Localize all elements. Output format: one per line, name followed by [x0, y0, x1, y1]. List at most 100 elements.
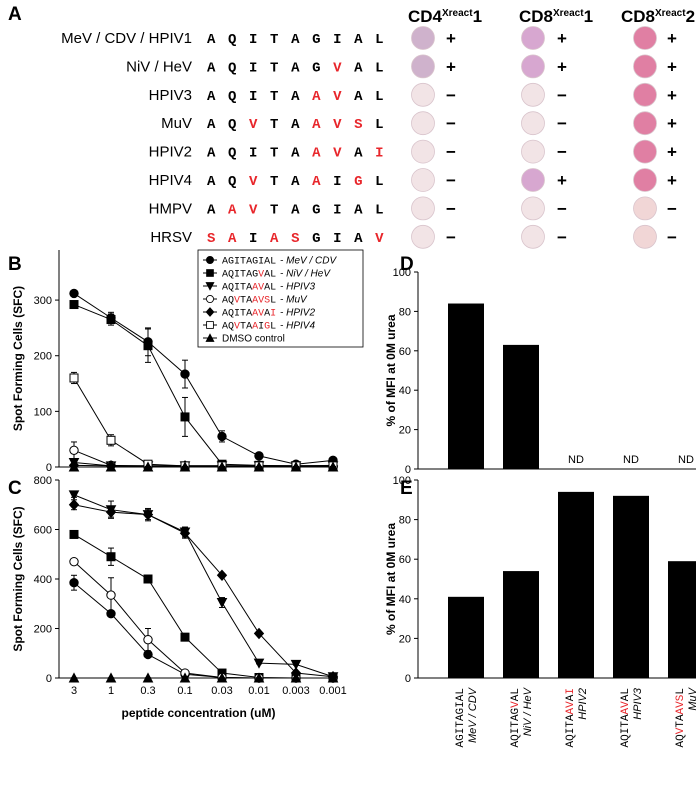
elispot-well — [412, 169, 435, 192]
virus-name: MeV / CDV / HPIV1 — [61, 30, 192, 47]
marker — [144, 650, 152, 658]
elispot-well — [522, 169, 545, 192]
x-tick-label: 0.03 — [211, 685, 232, 697]
result: − — [446, 171, 456, 190]
y-tick-label: 100 — [393, 475, 411, 487]
y-tick-label: 100 — [34, 406, 52, 418]
marker — [181, 413, 189, 421]
sequence: AQITAAVAI — [222, 309, 276, 320]
sequence: AQITAAVAI — [207, 146, 396, 162]
sequence: AQITAAVAL — [222, 283, 276, 294]
marker — [255, 452, 263, 460]
series-line — [74, 505, 333, 677]
y-tick-label: 20 — [399, 633, 411, 645]
sequence: AQITAAVAL — [620, 688, 632, 747]
y-tick-label: 60 — [399, 346, 411, 358]
x-tick-label: 0.001 — [319, 685, 347, 697]
y-tick-label: 300 — [34, 295, 52, 307]
marker — [70, 500, 79, 510]
sequence: AQITAGIAL — [207, 32, 396, 48]
sequence: AQVTAAIGL — [222, 322, 276, 333]
y-tick-label: 400 — [34, 574, 52, 586]
elispot-well — [634, 83, 657, 106]
marker — [207, 322, 214, 329]
result: − — [446, 228, 456, 247]
column-header: CD8Xreact2 — [621, 7, 695, 26]
marker — [218, 432, 226, 440]
result: − — [446, 143, 456, 162]
elispot-well — [412, 112, 435, 135]
elispot-well — [634, 169, 657, 192]
elispot-well — [634, 55, 657, 78]
virus-name: HPIV3 — [149, 87, 192, 104]
marker — [144, 575, 152, 583]
y-tick-label: 80 — [399, 515, 411, 527]
bar — [448, 304, 484, 469]
value-label: ND — [623, 454, 639, 466]
result: − — [446, 114, 456, 133]
column-num: 1 — [584, 7, 593, 26]
elispot-well — [522, 112, 545, 135]
elispot-well — [522, 55, 545, 78]
sequence: AQITAAVAL — [207, 89, 396, 105]
virus-name: HRSV — [150, 229, 192, 246]
result: − — [446, 199, 456, 218]
legend-virus: - HPIV4 — [280, 321, 315, 332]
marker — [70, 289, 78, 297]
bar — [613, 496, 649, 678]
panel-label: B — [8, 254, 22, 275]
category-virus: HPIV3 — [632, 687, 644, 720]
y-tick-label: 0 — [46, 673, 52, 685]
marker — [70, 446, 78, 454]
sequence: AQVTAAVSL — [675, 688, 687, 747]
sequence: AQVTAAVSL — [222, 296, 276, 307]
marker — [181, 633, 189, 641]
column-sup: Xreact — [553, 8, 584, 19]
result: + — [667, 143, 677, 162]
y-tick-label: 20 — [399, 425, 411, 437]
marker — [207, 270, 214, 277]
result: + — [667, 57, 677, 76]
y-tick-label: 80 — [399, 306, 411, 318]
marker — [70, 491, 79, 500]
elispot-well — [412, 83, 435, 106]
legend-virus: - MeV / CDV — [280, 256, 337, 267]
column-num: 1 — [473, 7, 482, 26]
x-tick-label: 3 — [71, 685, 77, 697]
virus-name: HMPV — [149, 200, 192, 217]
marker — [107, 316, 115, 324]
x-tick-label: 0.01 — [248, 685, 269, 697]
y-tick-label: 0 — [405, 673, 411, 685]
category-virus: NiV / HeV — [522, 686, 534, 736]
result: − — [667, 199, 677, 218]
value-label: ND — [678, 454, 694, 466]
column-header: CD8Xreact1 — [519, 7, 593, 26]
marker — [218, 599, 227, 608]
virus-name: MuV — [161, 115, 192, 132]
marker — [70, 579, 78, 587]
y-tick-label: 600 — [34, 525, 52, 537]
result: − — [667, 228, 677, 247]
category-virus: HPIV2 — [577, 688, 589, 720]
virus-name: HPIV2 — [149, 144, 192, 161]
value-label: ND — [568, 454, 584, 466]
legend-virus: - HPIV2 — [280, 308, 315, 319]
virus-name: NiV / HeV — [126, 58, 192, 75]
category-virus: MuV — [687, 686, 696, 710]
y-axis-title: Spot Forming Cells (SFC) — [11, 506, 25, 651]
y-tick-label: 200 — [34, 351, 52, 363]
column-sup: Xreact — [655, 8, 686, 19]
marker — [70, 557, 78, 565]
x-axis-title: peptide concentration (uM) — [122, 706, 276, 720]
sequence: AQITAGVAL — [207, 60, 396, 76]
result: + — [557, 57, 567, 76]
result: − — [557, 86, 567, 105]
sequence: AQITAAVAI — [565, 688, 577, 747]
elispot-well — [522, 83, 545, 106]
sequence: AAVTAGIAL — [207, 202, 396, 218]
column-main: CD8 — [621, 7, 655, 26]
column-sup: Xreact — [442, 8, 473, 19]
elispot-well — [412, 225, 435, 248]
